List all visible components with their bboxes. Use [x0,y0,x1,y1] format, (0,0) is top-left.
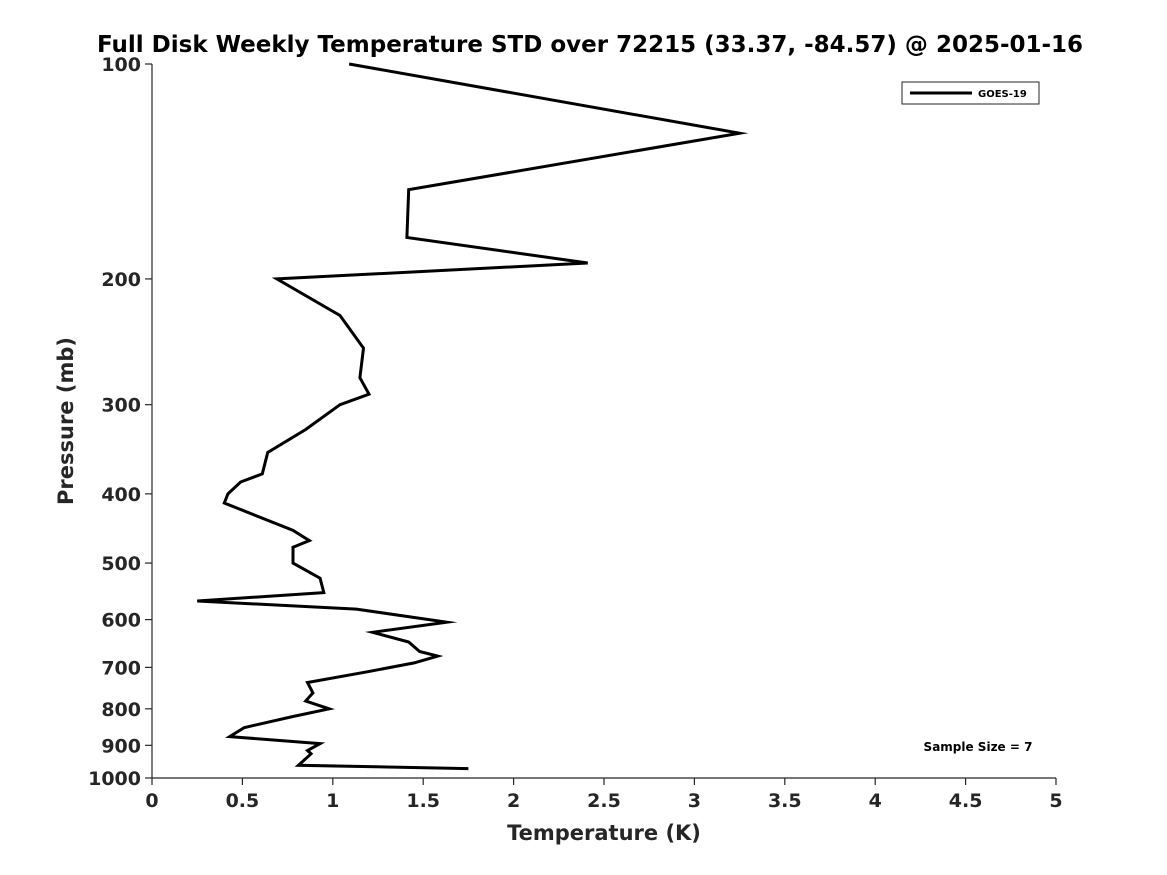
y-tick-label: 500 [101,553,141,575]
y-tick-label: 1000 [88,768,141,790]
chart-title: Full Disk Weekly Temperature STD over 72… [97,32,1083,58]
y-ticks: 100 200 300 400 500 600 700 800 900 1000 [88,54,152,790]
y-tick-label: 800 [101,699,141,721]
sample-size-annotation: Sample Size = 7 [924,740,1033,754]
y-tick-label: 100 [101,54,141,76]
y-tick-label: 700 [101,657,141,679]
x-tick-label: 4 [869,790,882,812]
y-tick-label: 600 [101,610,141,632]
x-tick-label: 5 [1049,790,1062,812]
y-tick-label: 300 [101,395,141,417]
series-line-goes-19 [197,62,749,771]
y-axis-label: Pressure (mb) [54,337,78,505]
legend[interactable]: GOES-19 [901,81,1040,105]
x-tick-label: 1.5 [406,790,440,812]
x-ticks: 0 0.5 1 1.5 2 2.5 3 3.5 4 4.5 5 [145,778,1063,812]
x-tick-label: 0 [145,790,158,812]
x-axis-label: Temperature (K) [507,821,701,845]
y-tick-label: 400 [101,484,141,506]
x-tick-label: 0.5 [226,790,260,812]
y-tick-label: 900 [101,735,141,757]
x-tick-label: 2.5 [587,790,621,812]
x-tick-label: 3 [688,790,701,812]
series-layer [197,62,749,771]
x-tick-label: 1 [326,790,339,812]
legend-label: GOES-19 [978,89,1027,100]
x-tick-label: 4.5 [949,790,983,812]
y-tick-label: 200 [101,269,141,291]
x-tick-label: 2 [507,790,520,812]
x-tick-label: 3.5 [768,790,802,812]
